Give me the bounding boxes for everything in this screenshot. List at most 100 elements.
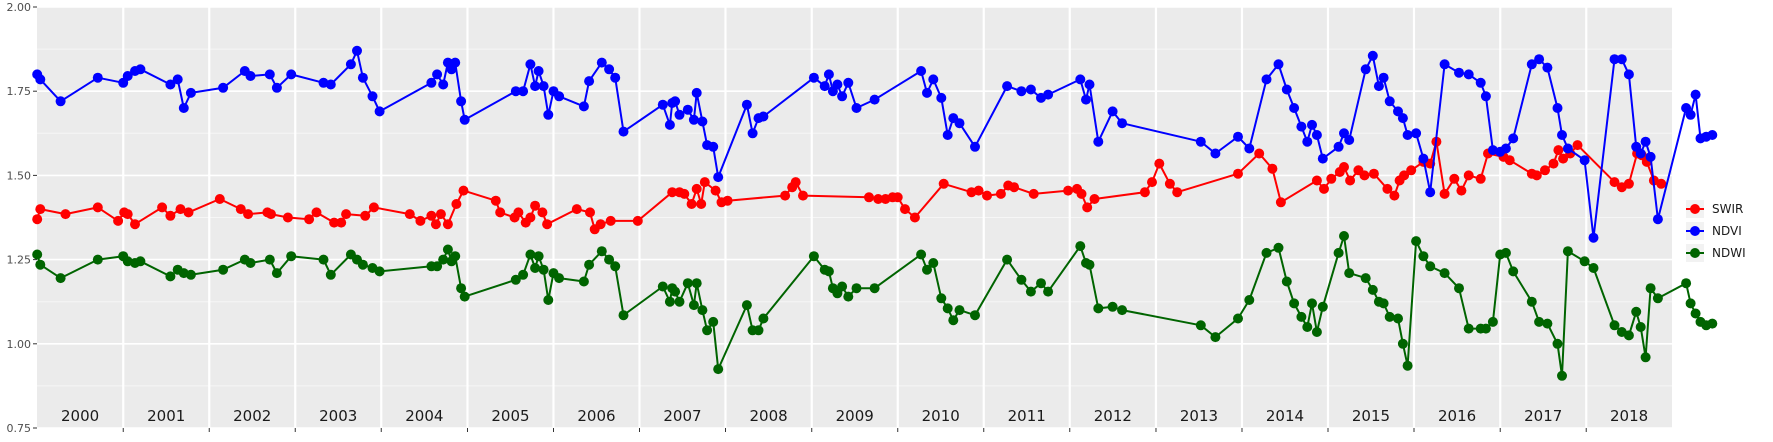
data-point: [664, 119, 675, 130]
data-point: [1475, 173, 1486, 184]
data-point: [185, 87, 196, 98]
data-point: [1557, 370, 1567, 381]
data-point: [1028, 188, 1039, 199]
data-point: [183, 207, 194, 218]
data-point: [1089, 194, 1100, 204]
data-point: [1454, 67, 1464, 78]
data-point: [271, 268, 282, 279]
data-point: [1333, 247, 1344, 258]
data-point: [708, 141, 719, 152]
series-swir: [32, 136, 1667, 235]
data-point: [1685, 298, 1696, 309]
data-point: [892, 192, 903, 203]
data-point: [1439, 188, 1450, 199]
data-point: [510, 274, 521, 285]
data-point: [873, 194, 884, 204]
data-point: [708, 316, 719, 327]
data-point: [1359, 170, 1370, 181]
data-point: [1623, 69, 1634, 80]
data-point: [1548, 158, 1559, 169]
data-point: [1273, 242, 1284, 253]
data-point: [1389, 190, 1400, 201]
data-point: [688, 114, 699, 125]
data-point: [1195, 136, 1206, 147]
data-point: [1487, 316, 1498, 327]
data-point: [1707, 318, 1718, 329]
series-layer: [32, 45, 1718, 381]
data-point: [459, 114, 470, 125]
data-point: [618, 126, 629, 137]
data-point: [578, 101, 589, 112]
data-point: [753, 325, 764, 336]
data-point: [936, 92, 947, 103]
data-point: [1526, 296, 1537, 307]
data-point: [1382, 183, 1393, 194]
year-label: 2018: [1610, 407, 1648, 425]
data-point: [1411, 128, 1422, 139]
data-point: [543, 295, 554, 305]
data-point: [185, 269, 196, 280]
data-point: [851, 103, 862, 113]
data-point: [864, 192, 874, 203]
data-point: [954, 305, 965, 316]
data-point: [1367, 50, 1378, 61]
data-point: [135, 256, 146, 267]
data-point: [1076, 188, 1087, 199]
data-point: [1425, 187, 1436, 198]
data-point: [1043, 286, 1054, 297]
data-point: [780, 190, 791, 201]
data-point: [1640, 352, 1651, 363]
y-tick-label: 1.50: [7, 169, 32, 182]
data-point: [928, 74, 939, 85]
data-point: [1623, 178, 1634, 189]
data-point: [92, 202, 103, 213]
data-point: [113, 215, 124, 226]
data-point: [1500, 143, 1511, 154]
y-tick-label: 0.75: [7, 422, 32, 435]
data-point: [1107, 106, 1118, 117]
grid: [37, 6, 1672, 429]
data-point: [674, 109, 685, 120]
data-point: [1635, 148, 1646, 159]
year-label: 2000: [61, 407, 99, 425]
data-point: [697, 116, 708, 127]
data-point: [1562, 143, 1573, 154]
data-point: [1557, 130, 1567, 140]
data-point: [357, 259, 368, 270]
data-point: [264, 254, 275, 265]
data-point: [948, 315, 959, 326]
data-point: [682, 104, 693, 115]
data-point: [282, 212, 293, 223]
data-point: [596, 57, 607, 68]
year-label: 2017: [1524, 407, 1562, 425]
data-point: [1439, 268, 1450, 279]
data-point: [165, 79, 176, 90]
data-point: [175, 204, 186, 215]
data-point: [404, 209, 415, 220]
data-point: [341, 209, 352, 220]
data-point: [374, 106, 385, 117]
data-point: [1402, 130, 1413, 140]
data-point: [697, 305, 708, 316]
data-point: [819, 81, 830, 92]
data-point: [1154, 158, 1165, 169]
data-point: [122, 209, 133, 220]
year-label: 2001: [147, 407, 185, 425]
data-point: [823, 266, 834, 277]
data-point: [1016, 274, 1027, 285]
data-point: [533, 66, 544, 76]
data-point: [823, 69, 834, 80]
data-point: [843, 291, 854, 302]
data-point: [970, 310, 980, 321]
data-point: [360, 210, 371, 221]
data-point: [710, 185, 721, 196]
data-point: [451, 199, 462, 209]
data-point: [1406, 165, 1417, 176]
year-label: 2002: [233, 407, 271, 425]
data-point: [869, 94, 880, 105]
data-point: [1579, 155, 1590, 166]
data-point: [1531, 170, 1542, 181]
data-point: [1526, 59, 1537, 70]
data-point: [438, 79, 449, 90]
data-point: [530, 200, 541, 211]
